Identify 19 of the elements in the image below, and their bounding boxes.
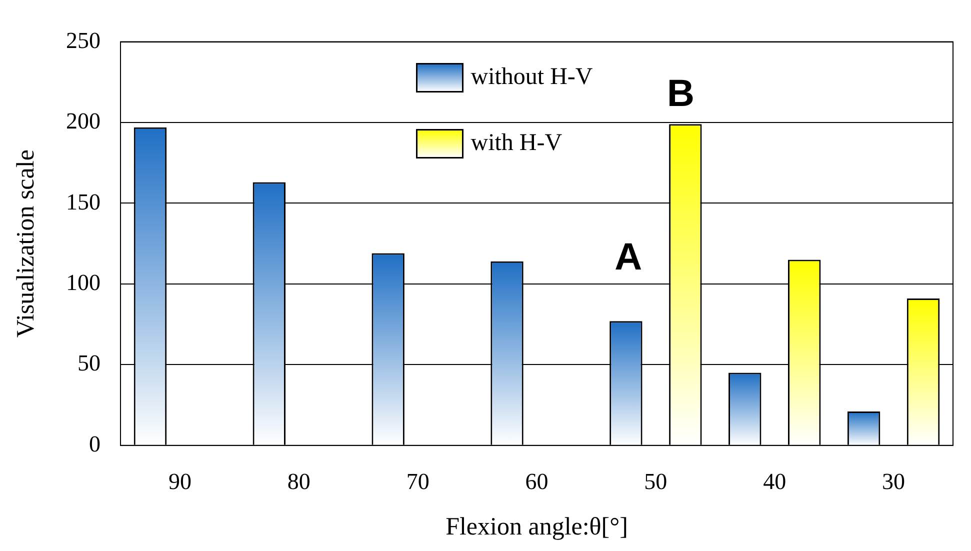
y-tick-label: 250 xyxy=(66,28,100,53)
y-tick-label: 150 xyxy=(66,189,100,214)
x-axis-title: Flexion angle:θ[°] xyxy=(446,514,628,541)
x-tick-label: 40 xyxy=(763,469,786,494)
legend-label: with H-V xyxy=(470,130,563,156)
x-tick-label: 70 xyxy=(406,469,430,494)
annotation: A xyxy=(614,236,642,278)
x-tick-label: 60 xyxy=(525,469,548,494)
x-tick-label: 90 xyxy=(168,469,192,494)
x-tick-label: 80 xyxy=(287,469,310,494)
y-tick-label: 100 xyxy=(66,270,100,296)
x-tick-label: 50 xyxy=(644,469,668,494)
y-tick-label: 0 xyxy=(89,431,100,456)
y-tick-label: 50 xyxy=(78,350,100,376)
y-axis-title: Visualization scale xyxy=(12,150,40,338)
y-tick-label: 200 xyxy=(66,108,100,134)
x-tick-label: 30 xyxy=(882,469,906,494)
legend-label: without H-V xyxy=(470,64,594,90)
annotation: B xyxy=(667,72,694,115)
